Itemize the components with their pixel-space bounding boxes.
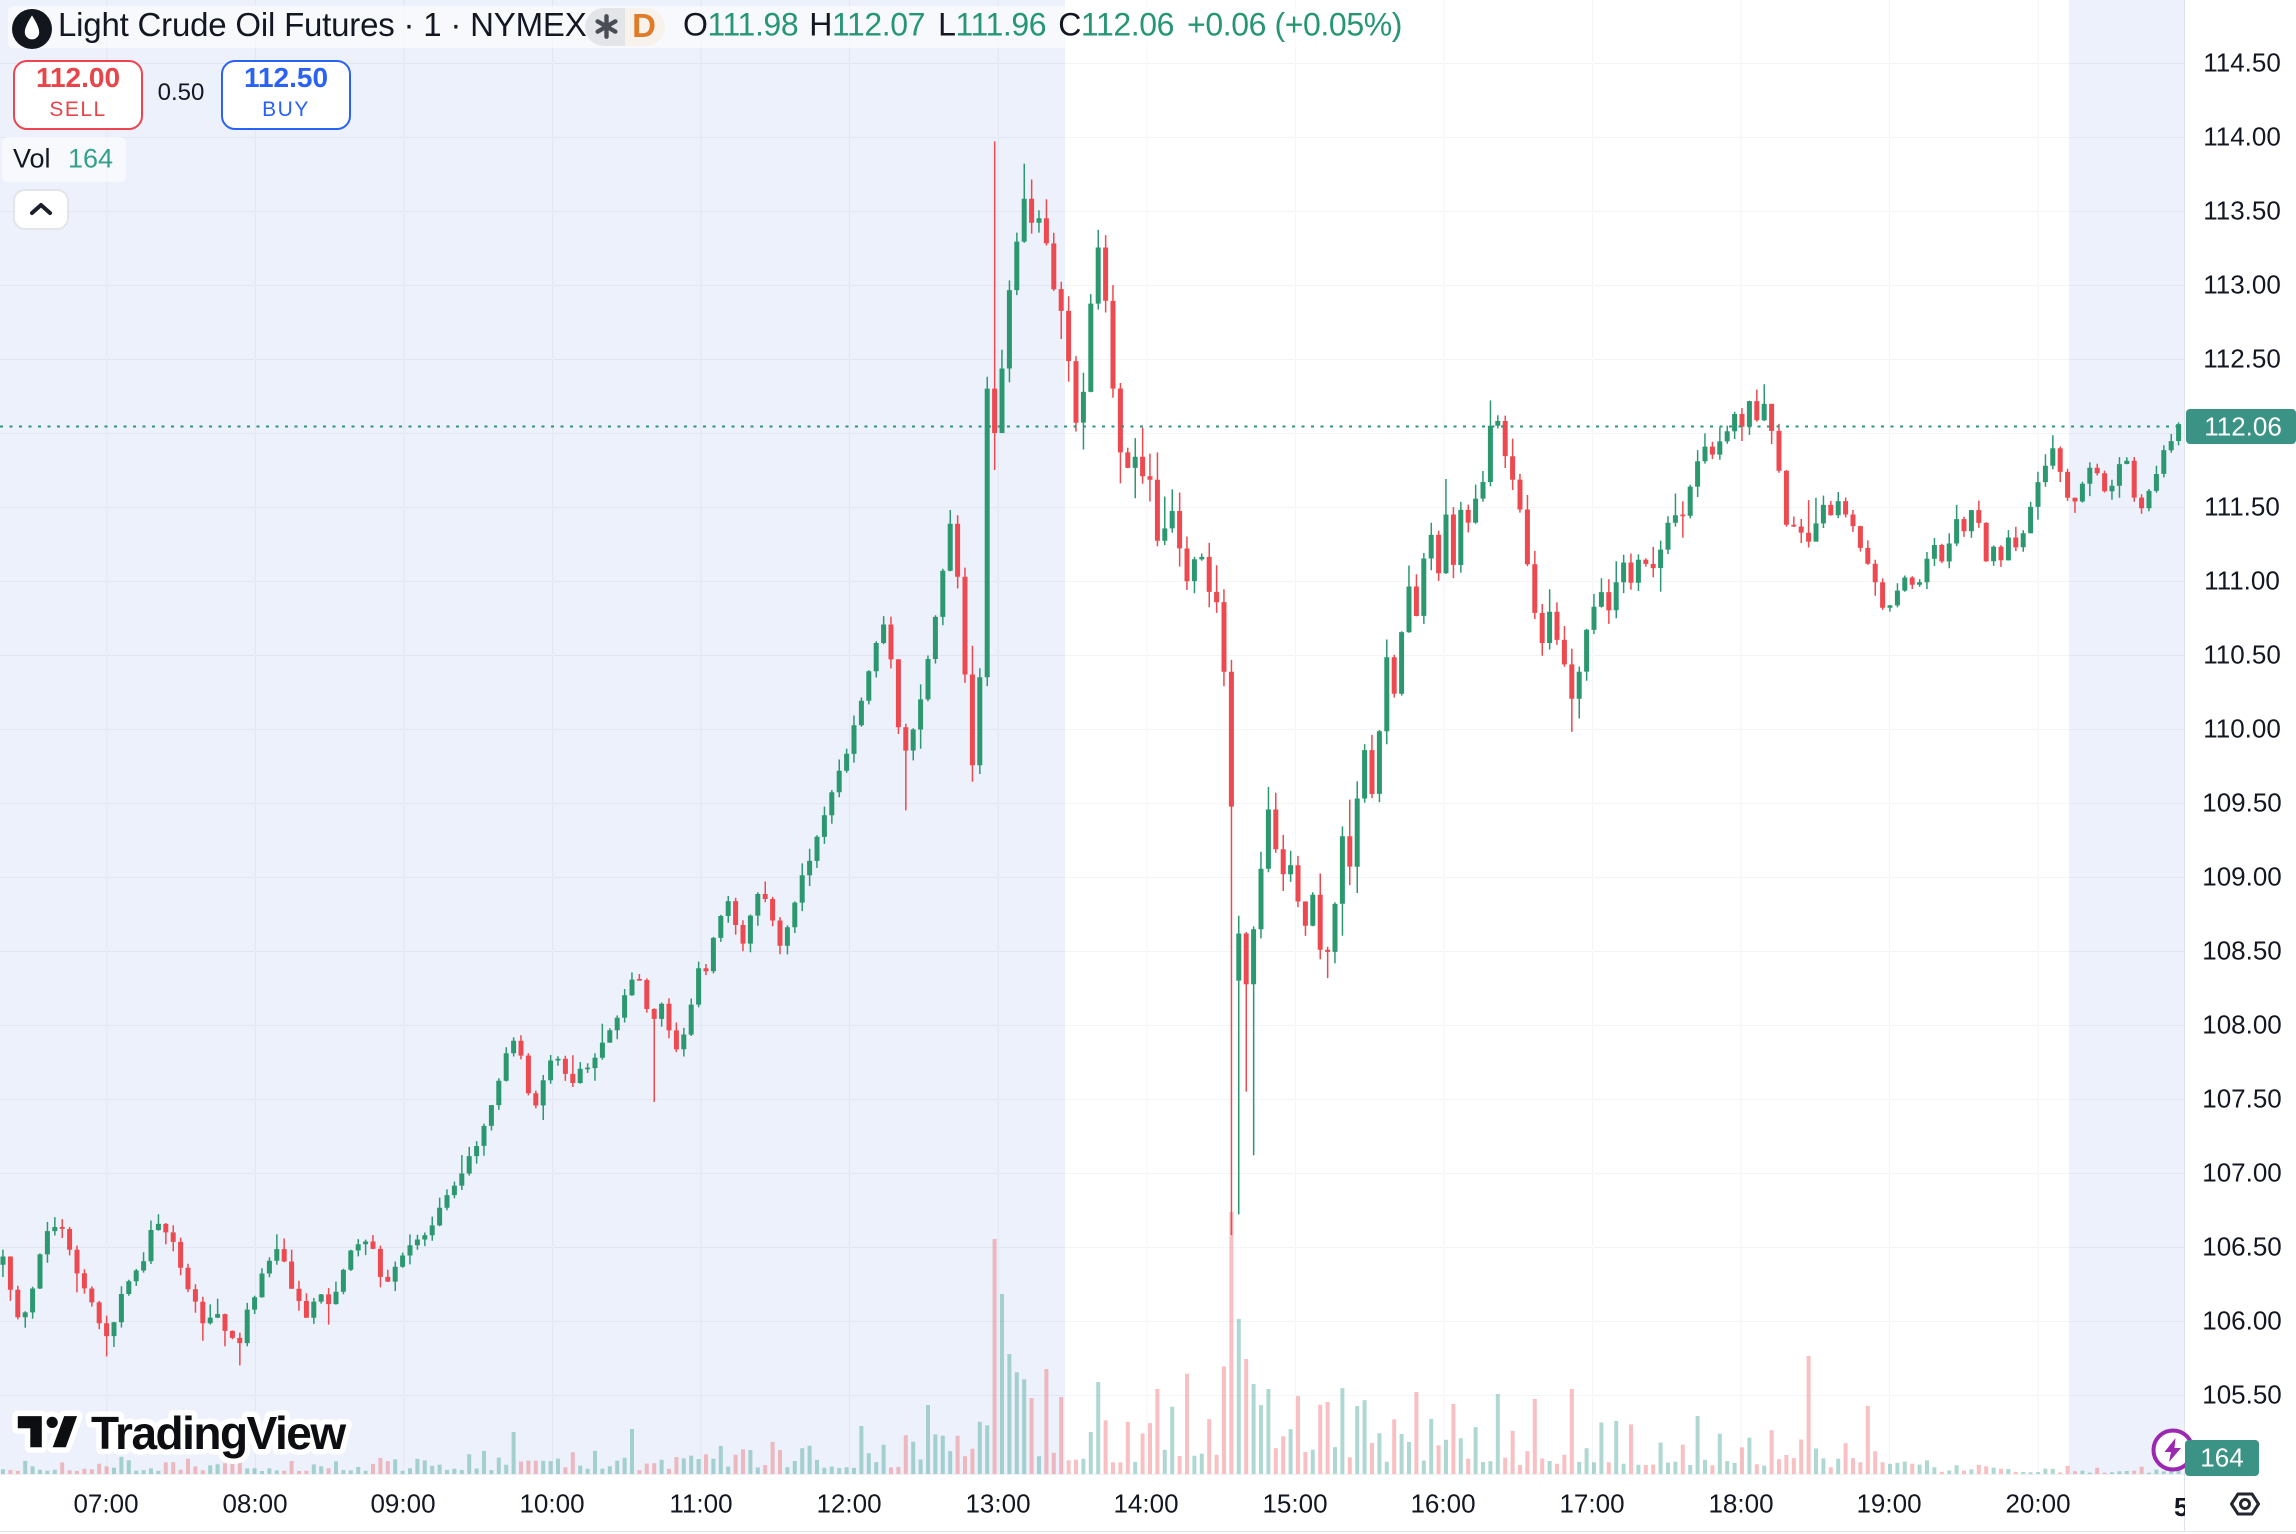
svg-text:TradingView: TradingView	[91, 1407, 346, 1459]
svg-text:TradingView: TradingView	[91, 1407, 346, 1459]
